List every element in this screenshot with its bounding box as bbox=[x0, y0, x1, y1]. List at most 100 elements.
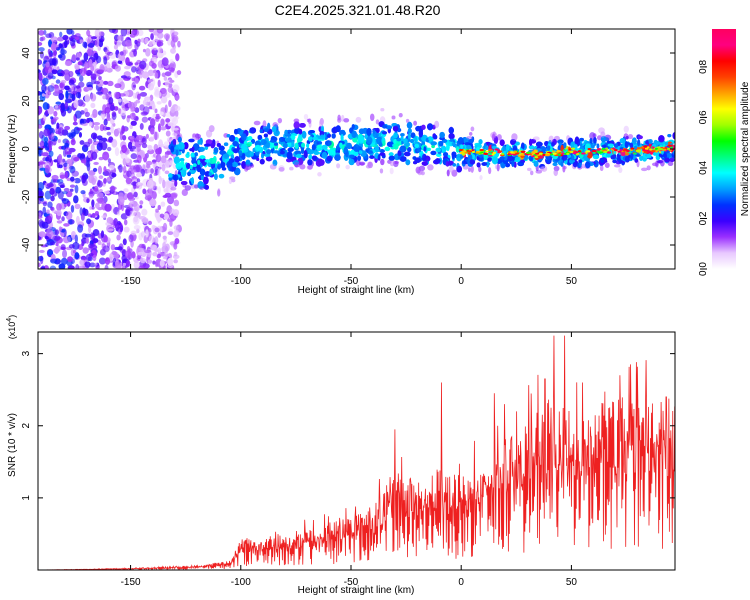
spectrogram-cell bbox=[400, 135, 404, 142]
spectrogram-cell bbox=[184, 185, 191, 191]
spectrogram-cell bbox=[98, 75, 102, 80]
spectrogram-cell bbox=[84, 111, 90, 118]
spectrogram-cell bbox=[197, 139, 202, 145]
spectrogram-cell bbox=[173, 199, 180, 207]
spectrogram-cell bbox=[262, 120, 267, 129]
spectrogram-cell bbox=[260, 139, 267, 145]
spectrogram-cell bbox=[70, 138, 76, 146]
spectrogram-cell bbox=[56, 122, 60, 129]
spectrogram-cell bbox=[111, 138, 118, 148]
spectrogram-cell bbox=[62, 191, 68, 195]
spectrogram-cell bbox=[265, 156, 273, 162]
spectrogram-cell bbox=[566, 152, 570, 155]
spectrogram-cell bbox=[278, 166, 285, 172]
snr-y-ticks: 1 2 3 bbox=[21, 350, 675, 501]
spectrogram-cell bbox=[393, 132, 398, 139]
spectrogram-cell bbox=[157, 231, 161, 238]
spectrogram-cell bbox=[456, 165, 462, 173]
spectrogram-cell bbox=[469, 165, 475, 173]
spectrogram-cell bbox=[527, 167, 532, 172]
spectrogram-cell bbox=[74, 65, 80, 70]
spectrogram-cell bbox=[658, 148, 664, 151]
spectrogram-cell bbox=[133, 261, 140, 269]
spectrogram-cell bbox=[596, 143, 600, 149]
spectrogram-cell bbox=[287, 147, 294, 152]
spectrogram-cell bbox=[372, 129, 376, 134]
spectrogram-cell bbox=[218, 145, 225, 151]
spectrogram-cell bbox=[357, 155, 361, 162]
spectrogram-cell bbox=[572, 152, 577, 155]
spectrogram-cell bbox=[468, 167, 471, 172]
spectrogram-cell bbox=[306, 118, 310, 123]
spectrogram-cell bbox=[64, 125, 71, 131]
spectrogram-cell bbox=[336, 145, 340, 151]
spectrogram-cell bbox=[664, 141, 669, 146]
spectrogram-cell bbox=[77, 99, 84, 107]
spectrogram-cell bbox=[85, 69, 93, 76]
spectrogram-cell bbox=[174, 116, 180, 120]
spectrogram-cell bbox=[285, 136, 292, 143]
spectrogram-cell bbox=[478, 166, 482, 173]
spectrogram-cell bbox=[393, 160, 400, 165]
spectrogram-cell bbox=[557, 139, 564, 144]
spectrogram-cell bbox=[125, 250, 132, 259]
spectrogram-cell bbox=[412, 156, 417, 160]
spectrogram-cell bbox=[308, 154, 313, 160]
spectrogram-cell bbox=[108, 96, 114, 105]
spectrogram-cell bbox=[228, 178, 232, 185]
spectrogram-cell bbox=[41, 152, 49, 157]
spectrogram-cell bbox=[39, 191, 45, 198]
spectrogram-cell bbox=[172, 174, 179, 181]
spectrogram-cell bbox=[170, 193, 178, 199]
spectrogram-cell bbox=[603, 150, 608, 154]
spectrogram-cell bbox=[306, 165, 311, 170]
spectrogram-cell bbox=[129, 112, 137, 120]
spectrogram-cell bbox=[535, 169, 543, 174]
spectrogram-cell bbox=[82, 247, 89, 254]
spectrogram-cell bbox=[106, 176, 111, 182]
spectrogram-cell bbox=[103, 118, 108, 126]
spectrogram-cell bbox=[181, 188, 188, 196]
spectrogram-cell bbox=[90, 102, 96, 109]
spectrogram-cell bbox=[379, 168, 384, 174]
spectrogram-cell bbox=[490, 131, 497, 139]
spectrogram-cell bbox=[551, 142, 555, 147]
spectrogram-cell bbox=[434, 120, 440, 129]
spectrogram-cell bbox=[529, 153, 532, 156]
spectrogram-cell bbox=[84, 233, 92, 238]
spectrogram-cell bbox=[613, 164, 621, 168]
spectrogram-cell bbox=[530, 170, 534, 176]
spectrogram-cell bbox=[102, 125, 108, 131]
colorbar-tick-label: 0.8 bbox=[698, 60, 709, 74]
spectrogram-cell bbox=[427, 164, 434, 171]
spectrogram-cell bbox=[501, 152, 505, 156]
spectrogram-cell bbox=[56, 220, 63, 224]
spectrogram-cell bbox=[88, 253, 94, 257]
spectrogram-cell bbox=[79, 75, 84, 82]
spectrogram-cell bbox=[158, 175, 162, 185]
spectrogram-x-ticks: -150 -100 -50 0 50 bbox=[121, 29, 577, 287]
spectrogram-cell bbox=[58, 93, 65, 101]
spectrogram-cell bbox=[607, 143, 614, 147]
spectrogram-cell bbox=[570, 154, 575, 161]
spectrogram-cell bbox=[623, 125, 629, 133]
spectrogram-cell bbox=[377, 154, 381, 161]
spectrogram-cell bbox=[488, 167, 492, 175]
spectrogram-cell bbox=[399, 156, 407, 162]
spectrogram-cell bbox=[163, 251, 169, 259]
spectrogram-cell bbox=[152, 260, 156, 265]
spectrogram-cell bbox=[88, 174, 95, 184]
spectrogram-cell bbox=[451, 169, 458, 177]
spectrogram-cell bbox=[84, 261, 91, 268]
spectrogram-cell bbox=[413, 120, 417, 126]
spectrogram-cell bbox=[613, 164, 621, 168]
spectrogram-cell bbox=[163, 33, 171, 40]
spectrogram-cell bbox=[231, 178, 236, 183]
spectrogram-cell bbox=[496, 163, 500, 172]
spectrogram-cell bbox=[205, 139, 213, 145]
spectrogram-cell bbox=[153, 172, 158, 177]
spectrogram-cell bbox=[107, 80, 114, 87]
spectrogram-cell bbox=[234, 128, 238, 135]
spectrogram-cell bbox=[624, 155, 630, 163]
